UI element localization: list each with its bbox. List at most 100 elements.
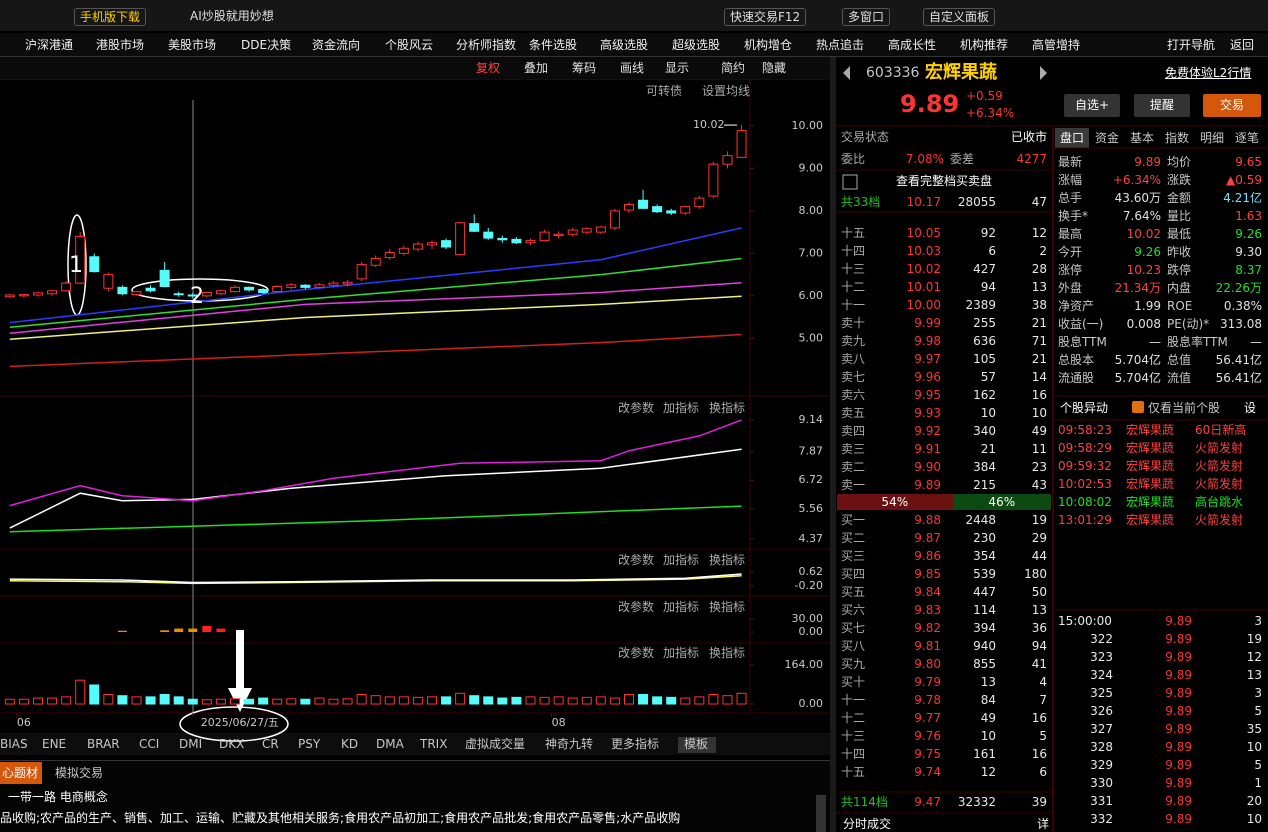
panel-button[interactable]: 改参数 <box>618 553 655 567</box>
settings-button[interactable]: 设 <box>1244 401 1257 415</box>
level-name: 买七 <box>841 621 866 635</box>
indicator-tab[interactable]: BIAS <box>0 737 28 751</box>
y-tick-label: 0.00 <box>799 625 824 638</box>
menu-item[interactable]: 高级选股 <box>600 38 649 52</box>
panel-button[interactable]: 换指标 <box>709 646 746 660</box>
link[interactable]: 设置均线 <box>702 84 751 98</box>
menu-item[interactable]: 打开导航 <box>1167 38 1216 52</box>
level-price: 9.80 <box>914 657 941 671</box>
level-name: 卖八 <box>841 352 866 366</box>
indicator-tab[interactable]: 更多指标 <box>611 737 660 751</box>
toolbar-button[interactable]: 显示 <box>665 61 690 75</box>
stats-tab[interactable]: 资金 <box>1094 131 1120 145</box>
detail-link[interactable]: 详 <box>1037 817 1050 831</box>
stats-tab[interactable]: 明细 <box>1199 131 1225 145</box>
link[interactable]: 可转债 <box>646 84 683 98</box>
stats-tab[interactable]: 指数 <box>1164 131 1190 145</box>
bar <box>216 628 226 633</box>
level-name: 买四 <box>841 567 866 581</box>
level-count: 36 <box>1031 621 1047 635</box>
active-tab-bg <box>0 762 42 784</box>
volume-bar <box>511 696 522 705</box>
panel-button[interactable]: 加指标 <box>663 600 700 614</box>
toolbar-button[interactable]: 简约 <box>721 61 746 75</box>
top-button[interactable]: AI炒股就用妙想 <box>190 9 274 23</box>
menu-item[interactable]: 高成长性 <box>888 38 937 52</box>
indicator-tab[interactable]: BRAR <box>87 737 120 751</box>
level-price: 9.92 <box>914 424 941 438</box>
menu-item[interactable]: 资金流向 <box>312 38 361 52</box>
indicator-tab[interactable]: DKX <box>219 737 245 751</box>
alert-time: 09:59:32 <box>1058 459 1112 473</box>
panel-button[interactable]: 换指标 <box>709 553 746 567</box>
l2-link[interactable]: 免费体验L2行情 <box>1165 66 1252 80</box>
indicator-tab[interactable]: 虚拟成交量 <box>465 737 526 751</box>
checkbox[interactable] <box>1132 401 1144 413</box>
menu-item[interactable]: 机构推荐 <box>960 38 1009 52</box>
panel-button[interactable]: 改参数 <box>618 600 655 614</box>
panel-button[interactable]: 加指标 <box>663 401 700 415</box>
indicator-tab[interactable]: ENE <box>42 737 67 751</box>
level-name: 卖七 <box>841 370 866 384</box>
panel-button[interactable]: 加指标 <box>663 646 700 660</box>
quote-button[interactable]: 提醒 <box>1149 98 1175 112</box>
panel-button[interactable]: 改参数 <box>618 646 655 660</box>
toolbar-button[interactable]: 画线 <box>620 61 645 75</box>
level-name: 卖三 <box>841 442 866 456</box>
top-button[interactable]: 多窗口 <box>842 8 891 26</box>
stats-tab[interactable]: 基本 <box>1129 131 1155 145</box>
info-panel <box>0 760 830 832</box>
toolbar-button[interactable]: 复权 <box>476 61 501 75</box>
indicator-tab[interactable]: CR <box>262 737 279 751</box>
next-arrow[interactable] <box>1040 66 1047 80</box>
filter-label[interactable]: 仅看当前个股 <box>1148 401 1221 415</box>
indicator-tab[interactable]: PSY <box>298 737 321 751</box>
panel-button[interactable]: 改参数 <box>618 401 655 415</box>
indicator-tab[interactable]: 神奇九转 <box>545 737 594 751</box>
prev-arrow[interactable] <box>843 66 850 80</box>
indicator-tab[interactable]: CCI <box>139 737 160 751</box>
level-price: 9.76 <box>914 729 941 743</box>
toolbar-button[interactable]: 隐藏 <box>762 61 787 75</box>
top-button[interactable]: 快速交易F12 <box>724 8 807 26</box>
menu-item[interactable]: 超级选股 <box>672 38 721 52</box>
menu-item[interactable]: 美股市场 <box>168 38 217 52</box>
y-tick-label: 8.00 <box>799 204 824 217</box>
full-book-link[interactable]: 查看完整档买卖盘 <box>895 174 993 188</box>
top-button[interactable]: 手机版下载 <box>74 8 147 26</box>
top-button[interactable]: 自定义面板 <box>923 8 996 26</box>
stats-tab[interactable]: 盘口 <box>1059 131 1085 145</box>
panel-button[interactable]: 加指标 <box>663 553 700 567</box>
panel-button[interactable]: 换指标 <box>709 600 746 614</box>
stats-tab[interactable]: 逐笔 <box>1234 131 1260 145</box>
indicator-tab[interactable]: DMI <box>179 737 203 751</box>
tick-price: 9.89 <box>1165 704 1192 718</box>
level-volume: 10 <box>980 729 996 743</box>
quote-button[interactable]: 交易 <box>1219 98 1245 112</box>
menu-item[interactable]: 港股市场 <box>96 38 145 52</box>
indicator-tab[interactable]: DMA <box>376 737 404 751</box>
menu-item[interactable]: 条件选股 <box>529 38 578 52</box>
quote-button[interactable]: 自选+ <box>1074 98 1110 112</box>
indicator-tab[interactable]: KD <box>341 737 359 751</box>
toolbar-button[interactable]: 筹码 <box>572 61 597 75</box>
info-tab[interactable]: 模拟交易 <box>55 766 104 780</box>
toolbar-button[interactable]: 叠加 <box>524 61 549 75</box>
info-tab[interactable]: 心题材 <box>2 766 39 780</box>
indicator-tab[interactable]: 模板 <box>684 737 709 751</box>
level-volume: 636 <box>973 334 996 348</box>
menu-item[interactable]: 个股风云 <box>385 38 434 52</box>
menu-item[interactable]: 分析师指数 <box>456 38 517 52</box>
menu-item[interactable]: 返回 <box>1230 38 1255 52</box>
indicator-tab[interactable]: TRIX <box>420 737 448 751</box>
menu-item[interactable]: 高管增持 <box>1032 38 1081 52</box>
menu-item[interactable]: 沪深港通 <box>25 38 74 52</box>
stat-label: 金额 <box>1167 191 1192 205</box>
scrollbar <box>816 795 826 832</box>
volume-bar <box>722 695 733 705</box>
menu-item[interactable]: 热点追击 <box>816 38 865 52</box>
menu-item[interactable]: DDE决策 <box>241 38 292 52</box>
menu-item[interactable]: 机构增仓 <box>744 38 793 52</box>
panel-button[interactable]: 换指标 <box>709 401 746 415</box>
candle-body <box>258 288 269 293</box>
